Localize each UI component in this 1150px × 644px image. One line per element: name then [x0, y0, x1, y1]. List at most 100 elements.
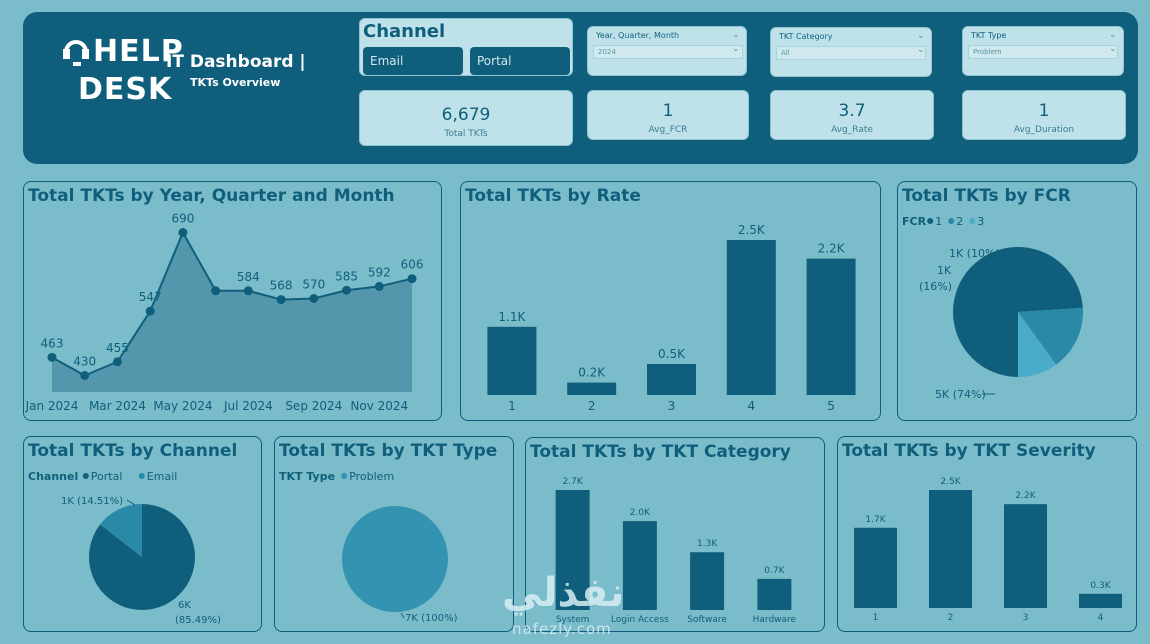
slice-label: 7K (100%)	[405, 613, 458, 624]
dashboard-title: IT Dashboard |	[166, 52, 306, 72]
data-label: 606	[401, 258, 424, 272]
bar-value-label: 2.2K	[818, 242, 846, 256]
leader-line	[400, 612, 405, 619]
kpi-total-tkts: 6,679 Total TKTs	[359, 90, 573, 146]
filter-tkt-category[interactable]: TKT Category ⌄ All ⌄	[770, 27, 932, 77]
bar	[555, 490, 590, 610]
card-channel: Total TKTs by Channel Channel Portal Email…	[23, 436, 262, 632]
filter-label: TKT Category	[779, 32, 833, 41]
chart-category-bar: 2.7K System 2.0K Login Access 1.3K Software 0.…	[555, 477, 797, 625]
chart-fcr-pie: FCR 1 2 3 5K (74%) 1K (16%) 1K (10%)	[902, 215, 1083, 401]
bar	[690, 552, 725, 610]
x-tick-label: 3	[668, 399, 676, 413]
filter-label: TKT Type	[971, 31, 1007, 40]
x-tick-label: 1	[873, 613, 879, 623]
data-point	[342, 285, 352, 295]
kpi-value: 3.7	[838, 101, 866, 121]
data-point	[276, 295, 286, 305]
legend-marker	[341, 473, 348, 479]
x-tick-label: 3	[1023, 613, 1029, 623]
chart-month-area: 463 430 455 547 690 584 568 570 585 592 606 Jan 202…	[25, 212, 424, 414]
data-point	[178, 228, 188, 237]
chart-title: Total TKTs by Channel	[28, 441, 238, 461]
card-month: Total TKTs by Year, Quarter and Month 46…	[23, 181, 442, 421]
filter-dropdown[interactable]: 2024	[593, 45, 743, 59]
leader-line	[126, 499, 136, 506]
data-label: 585	[335, 269, 358, 283]
x-tick-label: 5	[827, 399, 835, 413]
data-label: 547	[139, 290, 162, 304]
x-tick-label: May 2024	[153, 399, 212, 413]
x-tick-label: Hardware	[753, 615, 797, 625]
bar	[726, 240, 776, 395]
slice-label: 1K (10%)	[949, 247, 1000, 260]
channel-slicer: Channel Email Portal	[359, 18, 573, 76]
data-label: 584	[237, 270, 260, 284]
data-point	[47, 352, 57, 362]
data-label: 455	[106, 341, 129, 355]
channel-button-email[interactable]: Email	[363, 47, 463, 75]
legend-label: Portal	[91, 470, 123, 483]
bar-value-label: 2.2K	[1015, 491, 1036, 501]
filter-tkt-type[interactable]: TKT Type ⌄ Problem ⌄	[962, 26, 1124, 76]
card-rate: Total TKTs by Rate 1.1K 1 0.2K 2 0.5K 3 2.5K 4 2…	[460, 181, 881, 421]
pie-slice	[100, 504, 142, 557]
x-tick-label: 4	[1098, 613, 1104, 623]
data-label: 690	[171, 212, 194, 226]
slice-label: 1K (14.51%)	[61, 496, 123, 507]
card-category: Total TKTs by TKT Category 2.7K System 2.0…	[525, 437, 825, 632]
header-banner: HELP DESK IT Dashboard | TKTs Overview	[23, 12, 1138, 164]
pie-slice	[342, 506, 448, 612]
x-tick-label: Sep 2024	[285, 399, 342, 413]
legend-label: 3	[977, 215, 984, 228]
x-tick-label: Jan 2024	[25, 399, 79, 413]
filter-year-quarter-month[interactable]: Year, Quarter, Month ⌄ 2024 ⌄	[587, 26, 747, 76]
bar-value-label: 1.7K	[865, 515, 886, 525]
chart-rate-bar: 1.1K 1 0.2K 2 0.5K 3 2.5K 4 2.2K 5	[487, 223, 856, 413]
x-tick-label: 2	[948, 613, 954, 623]
bar-value-label: 1.1K	[498, 310, 526, 324]
bar	[622, 521, 657, 610]
x-tick-label: Login Access	[611, 615, 669, 625]
area-fill	[52, 232, 412, 392]
legend-marker	[138, 473, 145, 479]
legend-title: Channel	[28, 470, 78, 483]
pie-slice	[953, 247, 1083, 377]
helpdesk-logo-icon	[63, 40, 89, 66]
card-severity: Total TKTs by TKT Severity 1.7K 1 2.5K 2 2.2…	[837, 436, 1137, 632]
bar-value-label: 0.3K	[1090, 581, 1111, 591]
x-tick-label: 4	[747, 399, 755, 413]
legend-label: 1	[935, 215, 942, 228]
chevron-down-icon: ⌄	[1109, 30, 1117, 40]
chart-title: Total TKTs by TKT Severity	[842, 441, 1096, 461]
data-label: 430	[73, 355, 96, 369]
data-point	[80, 371, 90, 380]
x-tick-label: System	[556, 615, 590, 625]
kpi-value: 1	[1038, 101, 1050, 121]
legend-title: TKT Type	[279, 470, 335, 483]
legend-label: Problem	[349, 470, 394, 483]
series-line	[51, 230, 413, 377]
dashboard-subtitle: TKTs Overview	[190, 76, 281, 89]
slice-label: 1K	[937, 264, 952, 277]
filter-dropdown[interactable]: Problem	[968, 45, 1118, 59]
channel-button-portal[interactable]: Portal	[470, 47, 570, 75]
chart-title: Total TKTs by Year, Quarter and Month	[28, 186, 395, 206]
filter-dropdown[interactable]: All	[776, 46, 926, 60]
x-tick-label: Software	[687, 615, 727, 625]
bar	[1004, 504, 1047, 608]
data-point	[112, 357, 122, 367]
chart-title: Total TKTs by Rate	[465, 186, 641, 206]
filter-label: Year, Quarter, Month	[596, 31, 680, 40]
kpi-label: Avg_FCR	[648, 125, 688, 135]
legend-marker	[927, 218, 934, 224]
bar-value-label: 2.0K	[630, 508, 651, 518]
channel-slicer-title: Channel	[363, 21, 446, 42]
bar	[929, 490, 972, 608]
data-point	[374, 281, 384, 291]
bar-value-label: 2.7K	[563, 477, 584, 487]
chevron-down-icon: ⌄	[917, 45, 925, 55]
kpi-value: 6,679	[441, 105, 491, 125]
legend-marker	[969, 218, 976, 224]
x-tick-label: Mar 2024	[89, 399, 146, 413]
